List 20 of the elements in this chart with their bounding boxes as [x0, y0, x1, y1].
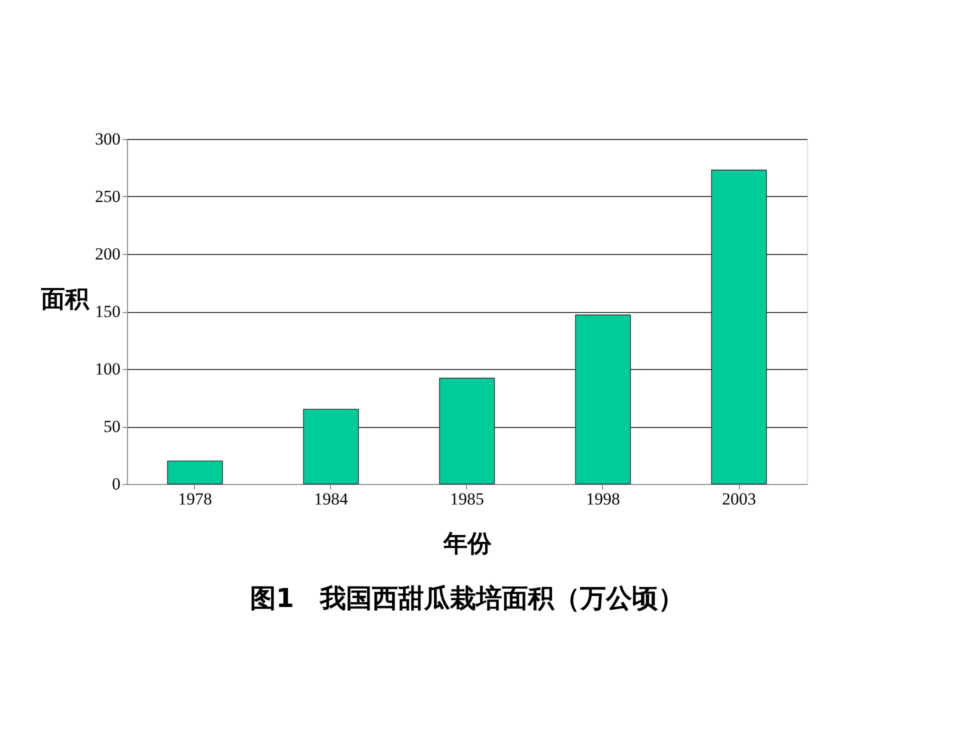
bar	[575, 314, 631, 484]
y-tick-label: 50	[104, 417, 120, 436]
bar	[167, 460, 223, 484]
bar	[439, 378, 495, 484]
x-tick-label: 1978	[178, 490, 212, 508]
y-tick-label: 200	[95, 244, 120, 264]
x-tick-label: 1984	[314, 490, 348, 508]
x-tick-label: 1998	[586, 490, 620, 508]
bar	[303, 408, 359, 484]
text: 图1 我国西甜瓜栽培面积（万公顷）	[250, 584, 684, 614]
x-tick-label: 2003	[722, 490, 756, 508]
y-axis-title: 面积	[40, 285, 90, 313]
y-tick-label: 0	[112, 474, 120, 494]
y-tick-label: 150	[95, 302, 120, 321]
y-tick-label: 250	[95, 187, 120, 206]
bar	[711, 170, 767, 484]
y-tick-label: 300	[95, 130, 120, 148]
y-tick-label: 100	[95, 360, 120, 378]
x-tick-label: 1985	[450, 490, 484, 508]
x-axis-title: 年份	[442, 530, 492, 558]
